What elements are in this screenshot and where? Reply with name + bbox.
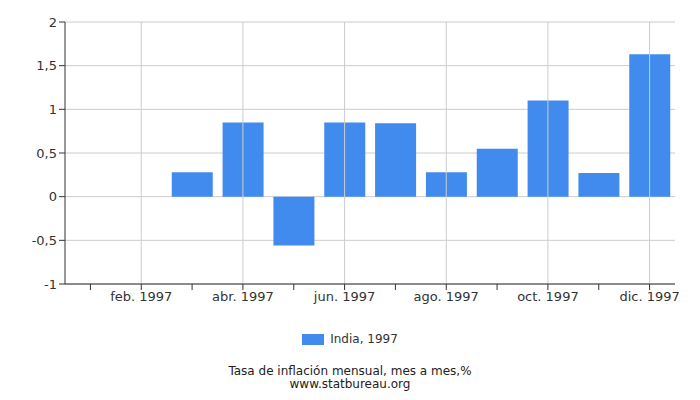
svg-text:jun. 1997: jun. 1997 bbox=[313, 289, 375, 304]
svg-text:-1: -1 bbox=[44, 277, 57, 292]
svg-text:0,5: 0,5 bbox=[36, 146, 57, 161]
svg-text:0: 0 bbox=[49, 189, 57, 204]
svg-text:dic. 1997: dic. 1997 bbox=[619, 289, 679, 304]
svg-text:feb. 1997: feb. 1997 bbox=[110, 289, 172, 304]
svg-text:abr. 1997: abr. 1997 bbox=[212, 289, 274, 304]
svg-text:-0,5: -0,5 bbox=[32, 233, 57, 248]
html-text:India, 1997: India, 1997 bbox=[330, 332, 398, 346]
svg-text:1: 1 bbox=[49, 102, 57, 117]
html-text:www.statbureau.org: www.statbureau.org bbox=[289, 377, 411, 391]
html-text:Tasa de inflación mensual, mes: Tasa de inflación mensual, mes a mes,% bbox=[228, 364, 472, 378]
svg-text:oct. 1997: oct. 1997 bbox=[517, 289, 579, 304]
svg-text:ago. 1997: ago. 1997 bbox=[414, 289, 479, 304]
svg-text:2: 2 bbox=[49, 15, 57, 30]
svg-text:1,5: 1,5 bbox=[36, 58, 57, 73]
